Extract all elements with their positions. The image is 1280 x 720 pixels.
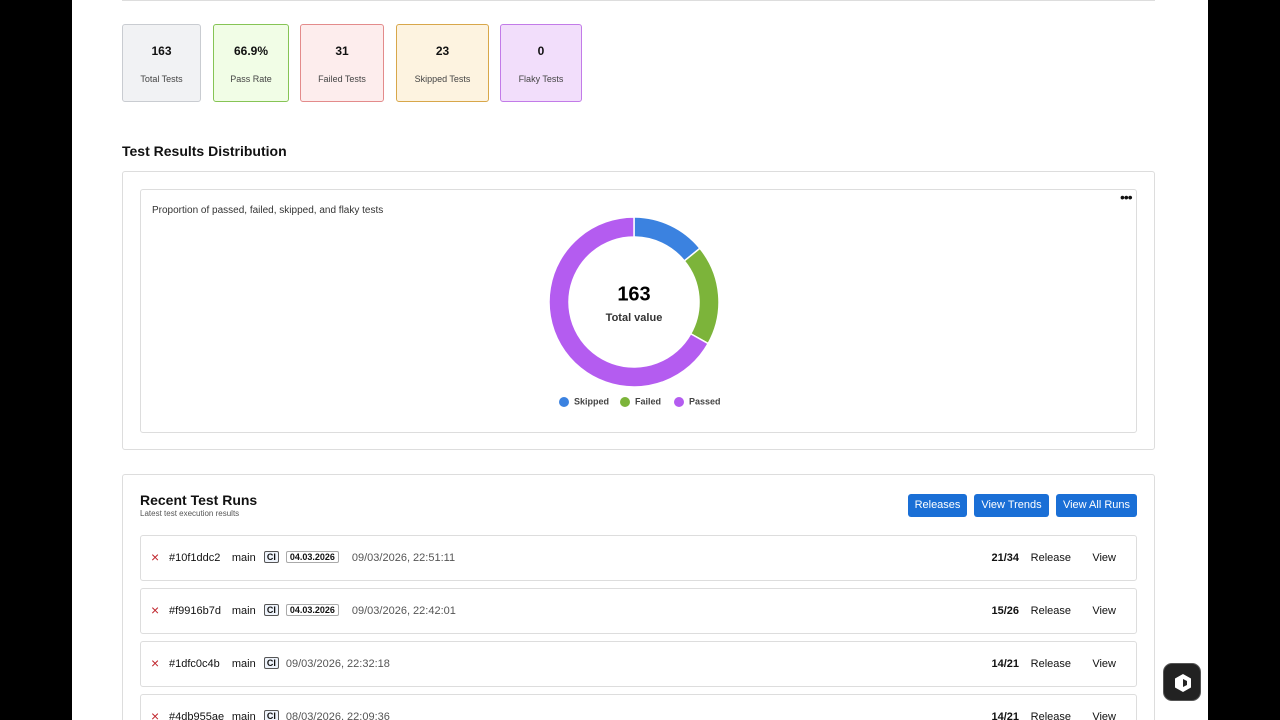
stat-value: 66.9% (233, 44, 269, 58)
run-id: #f9916b7d (169, 605, 221, 617)
stat-card: 0 Flaky Tests (500, 24, 582, 102)
view-link[interactable]: View (1092, 658, 1116, 670)
date-tag: 04.03.2026 (285, 551, 339, 563)
chart-subtitle: Proportion of passed, failed, skipped, a… (152, 205, 384, 216)
center-label: Total value (606, 312, 663, 324)
legend-label: Passed (689, 396, 721, 406)
timestamp: 08/03/2026, 22:09:36 (285, 711, 390, 720)
view-link[interactable]: View (1092, 711, 1116, 720)
runs-subtitle: Latest test execution results (140, 509, 240, 518)
ci-badge: CI (263, 710, 279, 720)
chart-panel (140, 189, 1137, 433)
runs-title: Recent Test Runs (140, 492, 258, 508)
ci-badge: CI (263, 657, 279, 669)
menu-icon[interactable]: ••• (1120, 189, 1133, 205)
stat-label: Pass Rate (230, 74, 272, 84)
branch: main (231, 658, 256, 670)
timestamp: 09/03/2026, 22:42:01 (351, 605, 456, 617)
donut-segment (683, 247, 720, 345)
date-tag: 04.03.2026 (285, 604, 339, 616)
stat-value: 163 (151, 44, 172, 58)
donut-chart: 163 Total value Skipped Failed Passed (548, 216, 721, 407)
stat-card: 31 Failed Tests (300, 24, 384, 102)
stat-value: 0 (537, 44, 545, 58)
release-link[interactable]: Release (1030, 605, 1071, 617)
legend-label: Skipped (574, 396, 609, 406)
donut-segment (633, 216, 701, 262)
run-row[interactable]: × #4db955ae main CI 08/03/2026, 22:09:36 14/2… (140, 694, 1137, 720)
button[interactable]: Releases (908, 494, 967, 517)
stat-value: 31 (335, 44, 349, 58)
section-heading: Test Results Distribution (122, 143, 287, 159)
stat-label: Total Tests (140, 74, 183, 84)
stat-label: Flaky Tests (518, 74, 564, 84)
divider (122, 0, 1155, 1)
pass-ratio: 15/26 (991, 605, 1019, 617)
ci-badge: CI (263, 604, 279, 616)
run-row[interactable]: × #f9916b7d main CI 04.03.2026 09/03/2026, 22… (140, 588, 1137, 634)
view-link[interactable]: View (1092, 605, 1116, 617)
run-row[interactable]: × #10f1ddc2 main CI 04.03.2026 09/03/2026, 22… (140, 535, 1137, 581)
status-icon: × (151, 655, 160, 671)
branch: main (231, 552, 256, 564)
branch: main (231, 711, 256, 720)
floating-icon (1175, 674, 1191, 692)
pass-ratio: 21/34 (991, 552, 1019, 564)
status-icon: × (151, 549, 160, 565)
release-link[interactable]: Release (1030, 711, 1071, 720)
floating-button[interactable] (1163, 663, 1201, 701)
status-icon: × (151, 708, 160, 720)
stat-card: 23 Skipped Tests (396, 24, 489, 102)
button[interactable]: View Trends (974, 494, 1049, 517)
release-link[interactable]: Release (1030, 552, 1071, 564)
stat-card: 66.9% Pass Rate (213, 24, 289, 102)
run-id: #4db955ae (169, 711, 225, 720)
legend-marker (620, 397, 630, 407)
view-link[interactable]: View (1092, 552, 1116, 564)
pass-ratio: 14/21 (991, 658, 1019, 670)
button[interactable]: View All Runs (1056, 494, 1137, 517)
stat-label: Skipped Tests (414, 74, 471, 84)
branch: main (231, 605, 256, 617)
pass-ratio: 14/21 (991, 711, 1019, 720)
center-value: 163 (617, 283, 650, 305)
content: 163 Total Tests 66.9% Pass Rate 31 Failed Tes… (72, 0, 1208, 720)
legend-marker (559, 397, 569, 407)
stat-value: 23 (435, 44, 450, 58)
ci-badge: CI (263, 551, 279, 563)
run-id: #1dfc0c4b (169, 658, 220, 670)
run-row[interactable]: × #1dfc0c4b main CI 09/03/2026, 22:32:18 14/2… (140, 641, 1137, 687)
stat-label: Failed Tests (318, 74, 366, 84)
run-id: #10f1ddc2 (169, 552, 221, 564)
release-link[interactable]: Release (1030, 658, 1071, 670)
timestamp: 09/03/2026, 22:51:11 (351, 552, 456, 564)
legend-label: Failed (635, 396, 661, 406)
timestamp: 09/03/2026, 22:32:18 (285, 658, 390, 670)
status-icon: × (151, 602, 160, 618)
legend-marker (674, 397, 684, 407)
stat-card: 163 Total Tests (122, 24, 201, 102)
donut-segment (548, 216, 710, 388)
